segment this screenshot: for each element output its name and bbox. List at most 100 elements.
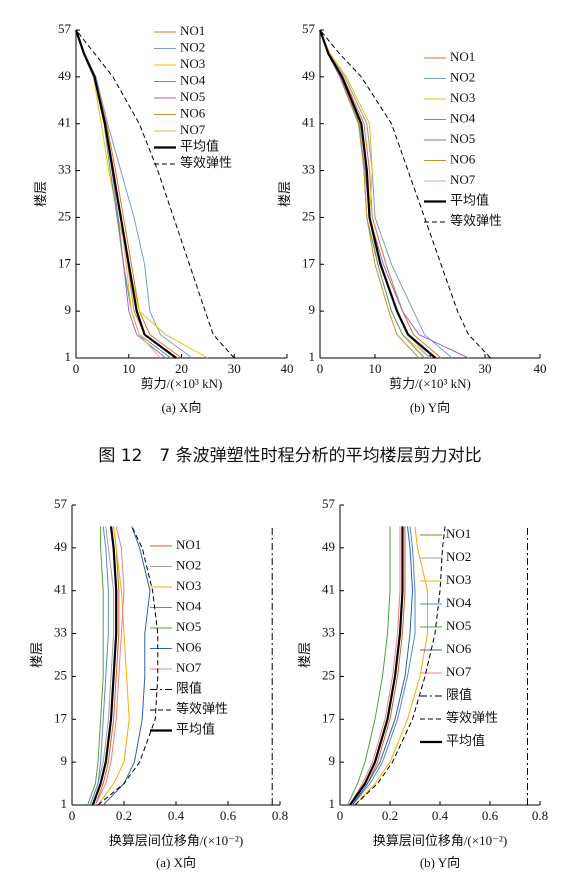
y-tick-label: 49 [302, 68, 315, 83]
series-line [349, 526, 401, 806]
legend-label: NO2 [446, 549, 471, 564]
legend-label: 平均值 [450, 192, 489, 207]
series-line [352, 526, 414, 806]
legend-label: NO7 [446, 664, 472, 679]
legend-label: NO5 [176, 619, 201, 634]
legend-label: 平均值 [176, 721, 215, 736]
y-tick-label: 41 [58, 115, 71, 130]
y-tick-label: 41 [54, 582, 67, 597]
legend-label: NO2 [180, 39, 205, 54]
x-tick-label: 10 [369, 361, 382, 376]
y-tick-label: 9 [309, 302, 316, 317]
y-axis-label: 楼层 [297, 642, 312, 668]
legend-label: NO2 [450, 69, 475, 84]
legend-label: 平均值 [180, 138, 219, 153]
y-tick-label: 17 [322, 710, 336, 725]
subtitle: (b) Y向 [410, 400, 450, 415]
legend-label: NO1 [446, 526, 471, 541]
legend-label: NO3 [446, 572, 471, 587]
series-line [349, 526, 404, 806]
y-tick-label: 57 [322, 496, 336, 511]
legend-label: NO4 [176, 598, 202, 613]
x-tick-label: 0 [317, 361, 324, 376]
x-tick-label: 30 [228, 361, 241, 376]
y-tick-label: 49 [322, 539, 335, 554]
x-tick-label: 20 [424, 361, 437, 376]
series-line [89, 526, 109, 806]
subtitle: (a) X向 [156, 855, 196, 870]
y-tick-label: 41 [302, 115, 315, 130]
legend-label: NO1 [450, 49, 475, 64]
x-tick-label: 40 [534, 361, 547, 376]
series-line [319, 29, 491, 359]
x-tick-label: 0.4 [168, 808, 185, 823]
series-line [354, 526, 428, 806]
y-tick-label: 1 [329, 796, 336, 811]
legend-label: NO1 [176, 537, 201, 552]
series-line [89, 526, 115, 806]
series-line [102, 526, 151, 806]
legend-label: NO4 [450, 110, 476, 125]
legend-label: NO3 [180, 56, 205, 71]
legend-label: NO6 [446, 641, 472, 656]
series-line [352, 526, 406, 806]
series-line [97, 526, 159, 806]
legend-label: NO7 [180, 122, 206, 137]
y-tick-label: 57 [54, 496, 68, 511]
x-tick-label: 0 [69, 808, 76, 823]
legend-label: NO4 [180, 72, 206, 87]
y-tick-label: 17 [54, 710, 68, 725]
y-tick-label: 33 [322, 625, 335, 640]
legend-label: NO3 [176, 578, 201, 593]
x-tick-label: 0.2 [382, 808, 398, 823]
legend-label: NO5 [450, 131, 475, 146]
x-tick-label: 10 [122, 361, 135, 376]
legend-label: NO6 [180, 105, 206, 120]
series-line [318, 29, 437, 359]
series-line [74, 29, 177, 359]
x-axis-label: 剪力/(×10³ kN) [141, 376, 223, 391]
y-tick-label: 1 [65, 349, 72, 364]
y-tick-label: 57 [58, 21, 72, 36]
legend-label: 等效弹性 [450, 213, 502, 228]
legend-label: NO4 [446, 595, 472, 610]
x-tick-label: 0.6 [220, 808, 237, 823]
figure-caption: 图 12 7 条波弹塑性时程分析的平均楼层剪力对比 [98, 446, 481, 466]
y-tick-label: 41 [322, 582, 335, 597]
y-tick-label: 9 [61, 753, 68, 768]
x-tick-label: 0.6 [482, 808, 499, 823]
x-tick-label: 0 [337, 808, 344, 823]
legend-label: NO2 [176, 557, 201, 572]
y-tick-label: 25 [58, 208, 71, 223]
legend-label: 限值 [176, 680, 202, 695]
y-tick-label: 25 [302, 208, 315, 223]
subtitle: (b) Y向 [420, 855, 460, 870]
x-tick-label: 0 [73, 361, 80, 376]
y-tick-label: 17 [302, 255, 316, 270]
legend-label: 限值 [446, 687, 472, 702]
legend-label: NO5 [446, 618, 471, 633]
y-axis-label: 楼层 [29, 642, 44, 668]
series-line [354, 526, 446, 806]
x-tick-label: 0.8 [272, 808, 288, 823]
y-tick-label: 25 [54, 667, 67, 682]
legend-label: NO5 [180, 89, 205, 104]
x-tick-label: 40 [281, 361, 294, 376]
legend-label: 等效弹性 [176, 701, 228, 716]
legend-label: NO6 [176, 639, 202, 654]
y-axis-label: 楼层 [33, 181, 48, 207]
legend-label: NO6 [450, 151, 476, 166]
y-tick-label: 49 [54, 539, 67, 554]
x-axis-label: 换算层间位移角/(×10⁻²) [373, 833, 507, 848]
legend-label: 等效弹性 [180, 155, 232, 170]
legend-label: NO7 [176, 660, 202, 675]
y-tick-label: 33 [58, 162, 71, 177]
series-line [91, 526, 118, 806]
series-line [352, 526, 416, 806]
y-tick-label: 33 [54, 625, 67, 640]
y-tick-label: 49 [58, 68, 71, 83]
y-tick-label: 25 [322, 667, 335, 682]
y-axis-label: 楼层 [277, 181, 292, 207]
